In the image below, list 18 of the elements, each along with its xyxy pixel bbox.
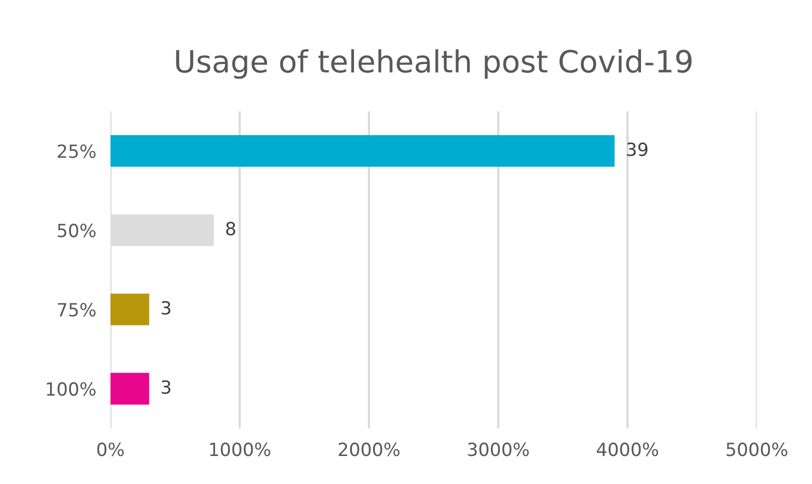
y-tick-label: 25% bbox=[58, 144, 96, 158]
y-tick-label: 100% bbox=[46, 382, 96, 396]
data-label: 3 bbox=[162, 301, 170, 315]
data-label: 39 bbox=[627, 142, 648, 156]
x-tick-label: 1000% bbox=[210, 442, 270, 456]
bar bbox=[110, 294, 150, 326]
bar bbox=[110, 135, 615, 167]
x-tick-label: 5000% bbox=[726, 442, 788, 456]
data-label: 3 bbox=[162, 380, 170, 394]
bar bbox=[110, 372, 150, 405]
x-tick-label: 0% bbox=[97, 442, 124, 456]
y-tick-label: 50% bbox=[58, 224, 96, 238]
y-tick-label: 75% bbox=[58, 302, 96, 317]
x-tick-label: 2000% bbox=[338, 442, 400, 456]
x-tick-label: 3000% bbox=[468, 442, 529, 456]
data-label: 8 bbox=[226, 222, 236, 236]
x-tick-label: 4000% bbox=[596, 442, 658, 456]
chart-title: Usage of telehealth post Covid-19 bbox=[176, 49, 692, 79]
